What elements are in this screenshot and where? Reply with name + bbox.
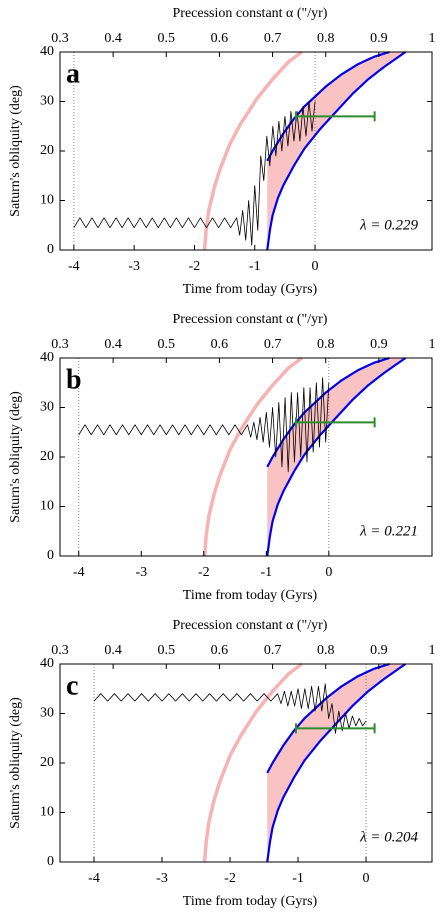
x-tick-label: -2 [224,871,236,886]
band [267,664,406,862]
x-axis-label: Time from today (Gyrs) [183,282,318,297]
y-tick-label: 10 [40,499,54,514]
y-tick-label: 40 [40,44,54,59]
y-tick-label: 30 [40,400,54,415]
x-tick-label: -2 [189,259,201,274]
y-tick-label: 0 [47,242,54,257]
curve [266,50,390,162]
x-tick-label: 0 [312,259,319,274]
x-tick-label: -4 [88,871,100,886]
x2-axis-label: Precession constant α ("/yr) [173,6,328,21]
curve [202,356,303,557]
x2-tick-label: 0.9 [370,643,388,658]
x-tick-label: -1 [249,259,261,274]
y-tick-label: 0 [47,548,54,563]
x2-tick-label: 0.8 [317,31,335,46]
band [267,52,406,250]
y-tick-label: 10 [40,805,54,820]
y-tick-label: 0 [47,854,54,869]
x2-tick-label: 0.6 [211,31,229,46]
x-tick-label: -1 [260,565,272,580]
x2-tick-label: 0.9 [370,31,388,46]
x2-tick-label: 0.4 [104,337,122,352]
x2-tick-label: 1 [429,643,436,658]
x2-axis-label: Precession constant α ("/yr) [173,618,328,633]
y-tick-label: 20 [40,755,54,770]
x-tick-label: 0 [325,565,332,580]
annotation: λ = 0.229 [359,217,418,233]
x-tick-label: -1 [292,871,304,886]
y-tick-label: 30 [40,706,54,721]
curve [266,51,407,251]
panel-label: c [66,670,78,701]
y-tick-label: 30 [40,94,54,109]
curve [266,357,407,557]
x2-tick-label: 0.5 [158,31,176,46]
x-tick-label: -3 [156,871,168,886]
trajectory [93,683,367,734]
x2-tick-label: 0.5 [158,337,176,352]
trajectory [78,377,330,473]
x2-tick-label: 0.7 [264,337,282,352]
panel-label: b [66,364,82,395]
trajectory [73,101,316,246]
y-axis-label: Saturn's obliquity (deg) [8,85,23,217]
x2-tick-label: 0.3 [51,31,69,46]
x2-axis-label: Precession constant α ("/yr) [173,312,328,327]
x-tick-label: -4 [68,259,80,274]
y-tick-label: 40 [40,350,54,365]
x-tick-label: -4 [73,565,85,580]
y-tick-label: 10 [40,193,54,208]
annotation: λ = 0.204 [359,829,418,845]
curve [266,663,407,863]
x2-tick-label: 0.3 [51,337,69,352]
x2-tick-label: 0.4 [104,643,122,658]
x2-tick-label: 0.7 [264,31,282,46]
x2-tick-label: 0.6 [211,643,229,658]
x-tick-label: -3 [135,565,147,580]
x2-tick-label: 0.5 [158,643,176,658]
y-axis-label: Saturn's obliquity (deg) [8,391,23,523]
y-axis-label: Saturn's obliquity (deg) [8,697,23,829]
x2-tick-label: 1 [429,337,436,352]
x-tick-label: -2 [198,565,210,580]
x2-tick-label: 0.8 [317,643,335,658]
x2-tick-label: 0.6 [211,337,229,352]
y-tick-label: 20 [40,143,54,158]
y-tick-label: 40 [40,656,54,671]
annotation: λ = 0.221 [359,523,418,539]
x-axis-label: Time from today (Gyrs) [183,894,318,909]
curve [202,50,303,251]
x-tick-label: 0 [363,871,370,886]
y-tick-label: 20 [40,449,54,464]
x2-tick-label: 0.4 [104,31,122,46]
x2-tick-label: 1 [429,31,436,46]
x2-tick-label: 0.7 [264,643,282,658]
x-tick-label: -3 [128,259,140,274]
x2-tick-label: 0.3 [51,643,69,658]
x-axis-label: Time from today (Gyrs) [183,588,318,603]
x2-tick-label: 0.8 [317,337,335,352]
curve [202,662,303,863]
x2-tick-label: 0.9 [370,337,388,352]
panel-label: a [66,58,80,89]
